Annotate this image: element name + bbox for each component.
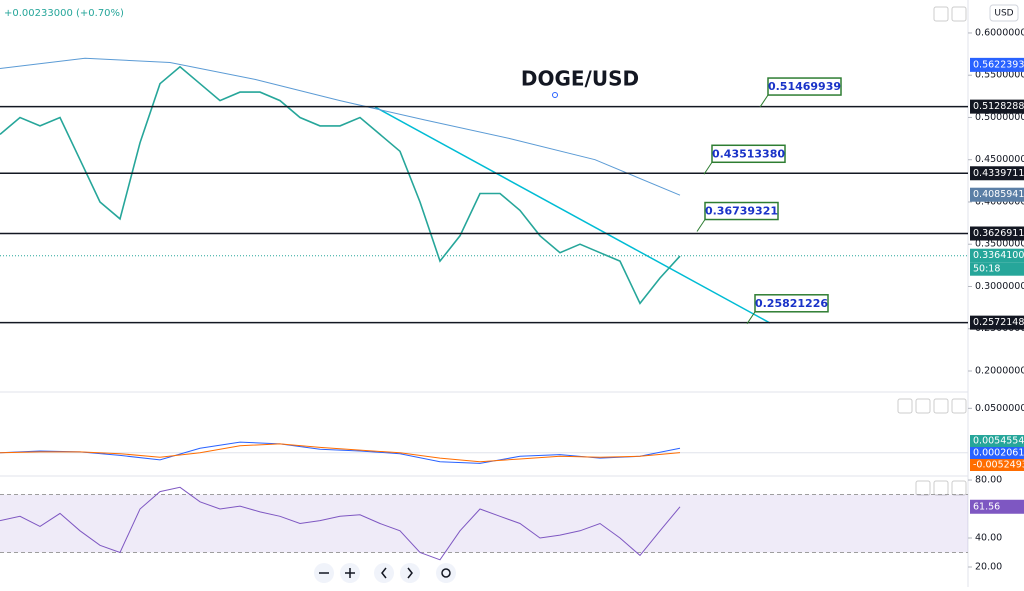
scroll-right[interactable] — [400, 563, 420, 583]
axis-badge — [970, 57, 1024, 72]
callout-pointer — [703, 162, 713, 175]
callout-pointer — [746, 311, 756, 325]
axis-badge — [970, 435, 1024, 447]
icon[interactable] — [933, 6, 949, 22]
anchor — [552, 92, 558, 98]
series-line — [0, 65, 681, 305]
axis-badge-label: 0.00020610 — [973, 448, 1024, 459]
callout-label: 0.36739321 — [705, 205, 778, 218]
axis-badge — [970, 447, 1024, 459]
callout-box — [767, 77, 842, 96]
rsi-band — [0, 494, 968, 553]
nav-icons — [319, 567, 413, 579]
axis-badge — [970, 187, 1024, 202]
countdown: 50:18 — [973, 264, 1000, 275]
countdown-badge — [970, 262, 1024, 276]
navigation — [314, 563, 456, 583]
callout-pointer — [759, 94, 769, 108]
axis-badge-label: 0.33641000 — [973, 250, 1024, 261]
y-tick-label: 20.00 — [975, 561, 1002, 572]
series-line — [0, 443, 681, 463]
icon[interactable] — [933, 398, 949, 414]
icon[interactable] — [951, 6, 967, 22]
axis-badge-label: 0.43397115 — [973, 168, 1024, 179]
currency-button[interactable] — [989, 4, 1019, 22]
callout-label: 0.43513380 — [712, 147, 785, 160]
scroll-left[interactable] — [374, 563, 394, 583]
trendline — [374, 106, 771, 324]
icon[interactable] — [915, 398, 931, 414]
axis-badge-label: -0.00524932 — [973, 460, 1024, 471]
axis-badge — [970, 166, 1024, 181]
y-tick-label: 80.00 — [975, 475, 1002, 486]
series-line — [0, 486, 681, 561]
callout-box — [754, 294, 829, 313]
reset-icon — [441, 568, 451, 578]
axis-badge-label: 0.56223931 — [973, 59, 1024, 70]
callout-label: 0.51469939 — [768, 80, 841, 93]
axis-badge — [970, 499, 1024, 514]
axis-badge — [970, 315, 1024, 330]
icon[interactable] — [897, 398, 913, 414]
callout-box — [711, 144, 786, 164]
callout-pointer — [696, 219, 706, 232]
axis-badge-label: 0.36269115 — [973, 228, 1024, 239]
y-tick-label: 40.00 — [975, 533, 1002, 544]
axis-badge — [970, 99, 1024, 114]
callout-box — [704, 201, 779, 221]
reset[interactable] — [436, 563, 456, 583]
toolbar — [897, 6, 967, 496]
callout-label: 0.25821226 — [755, 297, 828, 310]
axis-badge-label: 0.00545543 — [973, 436, 1024, 447]
axis-badge — [970, 459, 1024, 471]
series-line — [0, 57, 681, 196]
axis-badge — [970, 248, 1024, 263]
series-line — [0, 441, 681, 464]
axis-badge-label: 0.51282887 — [973, 101, 1024, 112]
chart-title: DOGE/USD — [521, 67, 639, 91]
price-change: +0.00233000 (+0.70%) — [4, 8, 124, 19]
icon[interactable] — [915, 480, 931, 496]
axis-badge — [970, 226, 1024, 241]
axis-badge-label: 61.56 — [973, 501, 1000, 512]
axis-badge-label: 0.40859415 — [973, 189, 1024, 200]
currency: USD — [994, 9, 1013, 19]
icon[interactable] — [951, 398, 967, 414]
axis-badge-label: 0.25721488 — [973, 317, 1024, 328]
